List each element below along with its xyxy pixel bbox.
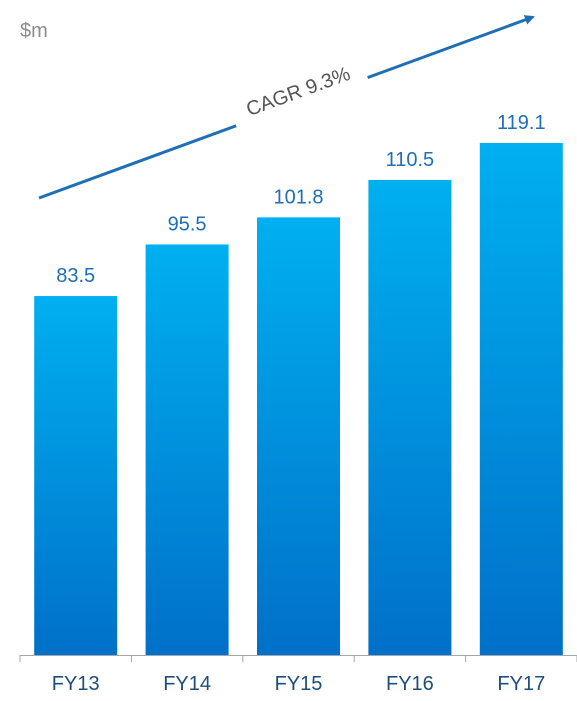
tick-label-fy14: FY14 — [163, 673, 211, 695]
tick-label-fy13: FY13 — [52, 673, 100, 695]
data-label-fy17: 119.1 — [497, 112, 546, 134]
bar-fy17 — [479, 143, 563, 655]
bar-fy15 — [257, 217, 340, 655]
bar-fy13 — [34, 296, 118, 655]
bar-fy14 — [145, 244, 229, 656]
tick-label-fy15: FY15 — [275, 673, 323, 695]
unit-label: $m — [20, 20, 48, 42]
tick-label-fy17: FY17 — [497, 673, 545, 695]
x-axis: FY13 FY14 FY15 FY16 FY17 — [19, 655, 577, 695]
bars-layer: 83.5 95.5 101.8 110.5 119.1 — [34, 112, 563, 656]
data-label-fy15: 101.8 — [273, 186, 323, 208]
cagr-label-background — [225, 49, 371, 133]
bar-fy16 — [368, 179, 452, 655]
data-label-fy16: 110.5 — [386, 149, 435, 171]
tick-label-fy16: FY16 — [386, 673, 434, 695]
cagr-annotation-group: CAGR 9.3% — [38, 15, 535, 200]
data-label-fy14: 95.5 — [168, 213, 207, 235]
data-label-fy13: 83.5 — [56, 265, 95, 287]
